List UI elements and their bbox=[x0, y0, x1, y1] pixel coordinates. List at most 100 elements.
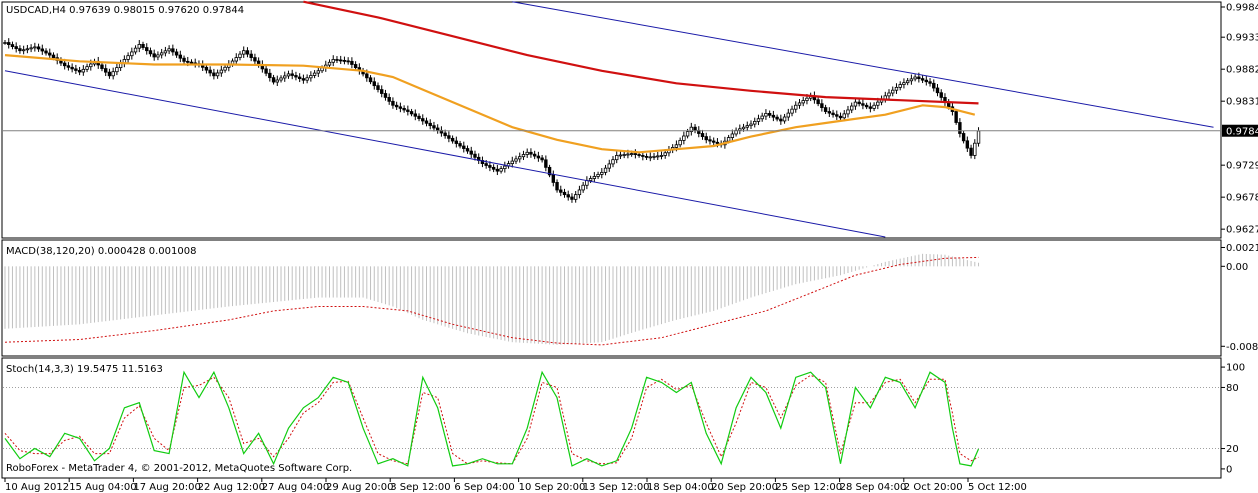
current-price-box bbox=[1222, 124, 1258, 137]
candle-body bbox=[820, 103, 824, 109]
candle-body bbox=[62, 62, 67, 67]
candle-body bbox=[204, 66, 209, 71]
candle-body bbox=[775, 116, 779, 120]
candle-body bbox=[876, 101, 880, 106]
candle-body bbox=[753, 121, 757, 125]
candle-body bbox=[44, 50, 48, 54]
time-axis-label: 2 Oct 20:00 bbox=[904, 482, 963, 493]
candle-body bbox=[656, 155, 660, 158]
candle-body bbox=[309, 75, 313, 79]
candle-body bbox=[973, 142, 977, 156]
candle-body bbox=[271, 77, 276, 83]
candle-body bbox=[693, 126, 697, 131]
candle-body bbox=[189, 61, 194, 64]
candle-body bbox=[741, 126, 746, 130]
candle-body bbox=[644, 155, 649, 158]
candle-body bbox=[219, 69, 224, 74]
candle-body bbox=[659, 155, 664, 157]
candle-body bbox=[928, 81, 932, 84]
stoch-panel-title: Stoch(14,3,3) 19.5475 11.5163 bbox=[6, 364, 163, 375]
candle-body bbox=[678, 139, 682, 146]
candle-body bbox=[413, 113, 417, 117]
candle-body bbox=[779, 118, 783, 122]
candle-body bbox=[894, 86, 899, 91]
channel-upper-line bbox=[512, 1, 1214, 128]
candle-body bbox=[454, 140, 459, 144]
candle-body bbox=[111, 71, 115, 77]
current-price-label: 0.97844 bbox=[1226, 127, 1258, 138]
candle-body bbox=[782, 116, 787, 122]
candle-body bbox=[40, 48, 44, 52]
candle-body bbox=[920, 78, 925, 81]
candle-body bbox=[21, 49, 26, 52]
stoch-plot-area bbox=[3, 370, 1221, 467]
candle-body bbox=[398, 106, 403, 109]
candle-body bbox=[767, 113, 772, 116]
candle-body bbox=[242, 50, 246, 55]
candle-body bbox=[961, 133, 966, 142]
candle-body bbox=[521, 154, 526, 158]
candle-body bbox=[861, 103, 865, 106]
candle-body bbox=[48, 52, 52, 56]
candle-body bbox=[581, 184, 585, 191]
candle-body bbox=[234, 57, 238, 62]
candle-body bbox=[611, 159, 615, 165]
candle-body bbox=[842, 113, 846, 119]
price-panel[interactable]: USDCAD,H4 0.97639 0.98015 0.97620 0.9784… bbox=[1, 0, 1258, 239]
stoch-axis-label: 100 bbox=[1226, 363, 1245, 374]
candle-body bbox=[462, 145, 466, 149]
candle-body bbox=[215, 72, 220, 77]
candle-body bbox=[167, 48, 171, 52]
macd-panel[interactable]: MACD(38,120,20) 0.000428 0.001008 0.0021… bbox=[1, 239, 1258, 357]
candle-body bbox=[518, 156, 522, 160]
candle-body bbox=[790, 108, 794, 114]
candle-body bbox=[898, 84, 902, 88]
candle-body bbox=[495, 168, 500, 172]
candle-body bbox=[764, 113, 768, 117]
candle-body bbox=[831, 112, 835, 116]
candle-body bbox=[182, 57, 186, 62]
candle-body bbox=[816, 99, 820, 105]
time-axis-label: 18 Sep 04:00 bbox=[647, 482, 714, 493]
time-axis-label: 27 Aug 04:00 bbox=[262, 482, 329, 493]
candle-body bbox=[10, 44, 15, 48]
candle-body bbox=[223, 66, 227, 71]
candle-body bbox=[648, 156, 652, 159]
candle-body bbox=[603, 167, 608, 173]
candle-body bbox=[566, 194, 570, 198]
candle-body bbox=[637, 154, 641, 156]
candle-body bbox=[857, 101, 861, 105]
time-axis-label: 29 Aug 20:00 bbox=[326, 482, 393, 493]
macd-signal-line bbox=[4, 256, 979, 346]
stoch-axis-label: 80 bbox=[1226, 383, 1239, 394]
candle-body bbox=[238, 53, 242, 58]
candle-body bbox=[629, 153, 634, 155]
candle-body bbox=[443, 132, 447, 137]
candle-body bbox=[275, 79, 279, 83]
time-axis-label: 22 Aug 12:00 bbox=[198, 482, 265, 493]
candle-body bbox=[51, 54, 56, 59]
candle-body bbox=[409, 111, 414, 115]
stoch-axis-label: 20 bbox=[1226, 444, 1239, 455]
candle-body bbox=[268, 72, 272, 79]
candle-body bbox=[432, 125, 436, 129]
price-axis-label: 0.98825 bbox=[1226, 65, 1258, 76]
candle-body bbox=[435, 127, 440, 131]
candle-body bbox=[969, 147, 973, 156]
candle-body bbox=[77, 70, 82, 73]
stoch-panel[interactable]: Stoch(14,3,3) 19.5475 11.5163 100 80 20 0 R… bbox=[1, 357, 1245, 479]
candle-body bbox=[208, 69, 212, 74]
candle-body bbox=[346, 60, 350, 63]
candle-body bbox=[607, 163, 611, 169]
candle-body bbox=[749, 123, 753, 127]
candle-body bbox=[290, 73, 294, 76]
candle-body bbox=[592, 176, 597, 179]
candle-body bbox=[212, 72, 216, 77]
candle-body bbox=[626, 153, 630, 156]
time-axis-label: 28 Sep 04:00 bbox=[840, 482, 907, 493]
candle-body bbox=[850, 105, 854, 111]
candle-body bbox=[331, 59, 335, 63]
candle-body bbox=[305, 77, 309, 81]
candle-body bbox=[488, 165, 492, 168]
